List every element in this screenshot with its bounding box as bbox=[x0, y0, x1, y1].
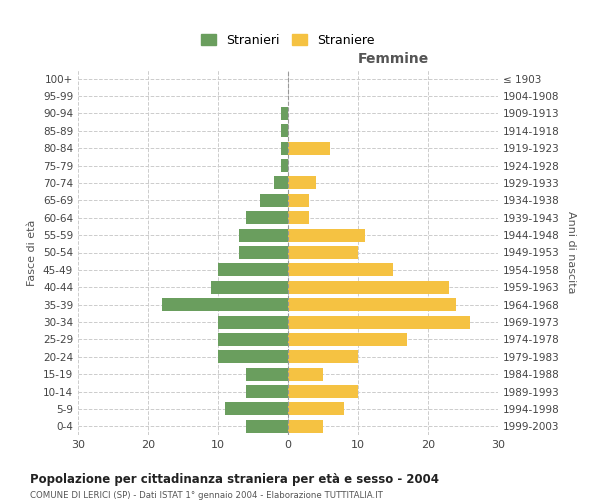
Bar bbox=[246, 420, 288, 433]
Bar bbox=[246, 368, 288, 380]
Bar bbox=[260, 194, 288, 207]
Bar bbox=[281, 142, 288, 154]
Bar bbox=[288, 142, 330, 154]
Legend: Stranieri, Straniere: Stranieri, Straniere bbox=[196, 29, 380, 52]
Bar bbox=[288, 385, 358, 398]
Text: COMUNE DI LERICI (SP) - Dati ISTAT 1° gennaio 2004 - Elaborazione TUTTITALIA.IT: COMUNE DI LERICI (SP) - Dati ISTAT 1° ge… bbox=[30, 491, 383, 500]
Text: Popolazione per cittadinanza straniera per età e sesso - 2004: Popolazione per cittadinanza straniera p… bbox=[30, 472, 439, 486]
Bar bbox=[288, 246, 358, 259]
Bar bbox=[288, 176, 316, 190]
Bar bbox=[288, 211, 309, 224]
Bar bbox=[274, 176, 288, 190]
Bar bbox=[288, 368, 323, 380]
Bar bbox=[288, 350, 358, 364]
Bar bbox=[281, 124, 288, 138]
Bar bbox=[225, 402, 288, 415]
Bar bbox=[246, 211, 288, 224]
Bar bbox=[218, 350, 288, 364]
Bar bbox=[211, 280, 288, 294]
Bar bbox=[288, 194, 309, 207]
Text: Femmine: Femmine bbox=[358, 52, 428, 66]
Bar bbox=[288, 420, 323, 433]
Bar bbox=[239, 246, 288, 259]
Bar bbox=[281, 107, 288, 120]
Bar bbox=[288, 228, 365, 241]
Bar bbox=[288, 402, 344, 415]
Bar bbox=[288, 280, 449, 294]
Bar bbox=[218, 316, 288, 328]
Bar bbox=[218, 264, 288, 276]
Bar bbox=[288, 264, 393, 276]
Y-axis label: Anni di nascita: Anni di nascita bbox=[566, 211, 576, 294]
Bar bbox=[288, 316, 470, 328]
Bar bbox=[162, 298, 288, 311]
Bar bbox=[288, 333, 407, 346]
Bar bbox=[239, 228, 288, 241]
Bar bbox=[281, 159, 288, 172]
Bar bbox=[288, 298, 456, 311]
Y-axis label: Fasce di età: Fasce di età bbox=[28, 220, 37, 286]
Bar bbox=[218, 333, 288, 346]
Bar bbox=[246, 385, 288, 398]
